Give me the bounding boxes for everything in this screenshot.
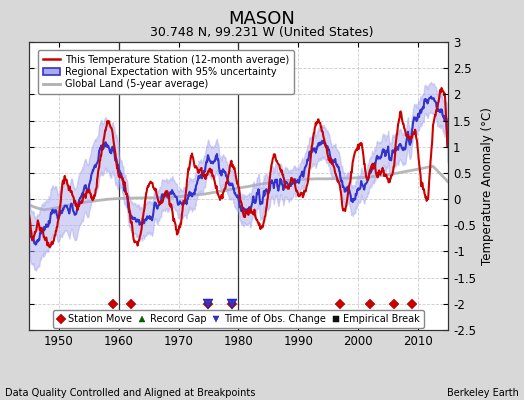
- Legend: Station Move, Record Gap, Time of Obs. Change, Empirical Break: Station Move, Record Gap, Time of Obs. C…: [53, 310, 424, 328]
- Text: Data Quality Controlled and Aligned at Breakpoints: Data Quality Controlled and Aligned at B…: [5, 388, 256, 398]
- Text: 30.748 N, 99.231 W (United States): 30.748 N, 99.231 W (United States): [150, 26, 374, 39]
- Text: Berkeley Earth: Berkeley Earth: [447, 388, 519, 398]
- Y-axis label: Temperature Anomaly (°C): Temperature Anomaly (°C): [482, 107, 495, 265]
- Text: MASON: MASON: [228, 10, 296, 28]
